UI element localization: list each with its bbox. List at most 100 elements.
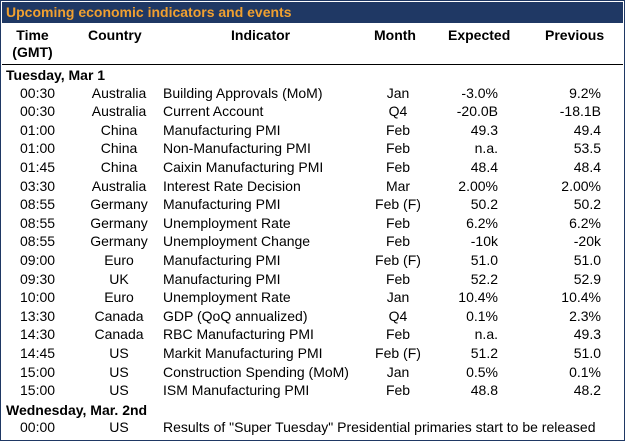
expected-cell: -20.0B — [456, 103, 498, 120]
table-row: 13:30 Canada GDP (QoQ annualized) Q4 0.1% 2.3… — [2, 307, 623, 326]
month-cell: Feb — [385, 382, 411, 399]
indicator-cell: Construction Spending (MoM) — [163, 363, 349, 380]
previous-cell: 48.2 — [573, 382, 601, 399]
time-cell: 15:00 — [20, 382, 56, 399]
header-country: Country — [88, 27, 142, 43]
month-cell: Jan — [386, 84, 410, 101]
country-cell: Canada — [94, 307, 144, 324]
time-cell: 13:30 — [20, 307, 56, 324]
time-cell: 09:30 — [20, 270, 56, 287]
month-cell: Feb (F) — [375, 345, 421, 361]
month-cell: Jan — [386, 363, 410, 380]
table-row: 00:30 Australia Building Approvals (MoM) Ja… — [2, 84, 623, 103]
expected-cell: -10k — [470, 233, 498, 250]
time-cell: 08:55 — [20, 233, 56, 250]
indicator-cell: Manufacturing PMI — [163, 121, 281, 138]
month-cell: Jan — [386, 289, 410, 306]
time-cell: 01:00 — [20, 121, 56, 138]
table-row: 14:45 US Markit Manufacturing PMI Feb (F) 51… — [2, 344, 623, 363]
month-cell: Feb — [385, 326, 411, 343]
table-row: 14:30 Canada RBC Manufacturing PMI Feb n.a. 4… — [2, 325, 623, 344]
month-cell: Feb — [385, 159, 411, 175]
previous-cell: -20k — [573, 233, 601, 250]
table-row: 15:00 US ISM Manufacturing PMI Feb 48.8 48.2 — [2, 381, 623, 400]
indicator-cell: Non-Manufacturing PMI — [163, 140, 311, 157]
time-cell: 09:00 — [20, 252, 56, 268]
note-cell: Results of "Super Tuesday" Presidential … — [163, 419, 596, 436]
month-cell: Feb — [385, 214, 411, 231]
country-cell: Germany — [90, 196, 148, 213]
table-row: 08:55 Germany Unemployment Rate Feb 6.2% 6.2% — [2, 214, 623, 233]
expected-cell: 0.1% — [466, 307, 498, 324]
indicator-cell: Interest Rate Decision — [163, 177, 301, 194]
expected-cell: 2.00% — [458, 177, 498, 194]
expected-cell: 51.2 — [470, 345, 498, 361]
month-cell: Feb — [385, 121, 411, 138]
previous-cell: 52.9 — [573, 270, 601, 287]
table-row: 00:30 Australia Current Account Q4 -20.0B -18… — [2, 102, 623, 121]
country-cell: US — [109, 363, 129, 380]
country-cell: Germany — [90, 233, 148, 250]
month-cell: Feb (F) — [375, 196, 421, 213]
previous-cell: 51.0 — [573, 252, 601, 268]
previous-cell: 9.2% — [569, 84, 601, 101]
country-cell: US — [109, 345, 129, 361]
table-title: Upcoming economic indicators and events — [2, 2, 623, 23]
indicator-cell: Unemployment Rate — [163, 289, 291, 306]
header-divider — [2, 64, 623, 65]
time-cell: 14:30 — [20, 326, 56, 343]
expected-cell: 48.8 — [470, 382, 498, 399]
time-cell: 00:00 — [20, 419, 56, 436]
previous-cell: 49.3 — [573, 326, 601, 343]
month-cell: Q4 — [388, 307, 408, 324]
country-cell: US — [109, 419, 129, 436]
previous-cell: 0.1% — [569, 363, 601, 380]
previous-cell: 51.0 — [573, 345, 601, 361]
table-row: 03:30 Australia Interest Rate Decision Mar 2… — [2, 177, 623, 196]
table-row: 01:00 China Manufacturing PMI Feb 49.3 49.4 — [2, 121, 623, 140]
month-cell: Mar — [385, 177, 411, 194]
country-cell: UK — [109, 270, 129, 287]
previous-cell: 53.5 — [573, 140, 601, 157]
expected-cell: 51.0 — [470, 252, 498, 268]
time-cell: 00:30 — [20, 103, 56, 120]
indicator-cell: Manufacturing PMI — [163, 270, 281, 287]
country-cell: Australia — [91, 84, 147, 101]
header-time-line2: (GMT) — [12, 44, 53, 60]
expected-cell: 52.2 — [470, 270, 498, 287]
expected-cell: -3.0% — [461, 84, 498, 101]
header-month: Month — [374, 27, 416, 43]
expected-cell: 10.4% — [458, 289, 498, 306]
time-cell: 01:00 — [20, 140, 56, 157]
time-cell: 00:30 — [20, 84, 56, 101]
time-cell: 01:45 — [20, 159, 56, 175]
time-cell: 14:45 — [20, 345, 56, 361]
month-cell: Feb — [385, 233, 411, 250]
table-row: 15:00 US Construction Spending (MoM) Jan 0.5… — [2, 363, 623, 382]
indicator-cell: ISM Manufacturing PMI — [163, 382, 310, 399]
indicator-cell: Unemployment Rate — [163, 214, 291, 231]
previous-cell: 2.00% — [561, 177, 601, 194]
table-row: 01:45 China Caixin Manufacturing PMI Feb 48.… — [2, 158, 623, 177]
table-row: 08:55 Germany Unemployment Change Feb -10k -2… — [2, 232, 623, 251]
indicator-cell: GDP (QoQ annualized) — [163, 307, 308, 324]
previous-cell: 6.2% — [569, 214, 601, 231]
country-cell: China — [100, 121, 138, 138]
header-expected: Expected — [448, 27, 511, 43]
header-time: Time (GMT) — [10, 27, 55, 61]
indicator-cell: Markit Manufacturing PMI — [163, 345, 323, 361]
time-cell: 03:30 — [20, 177, 56, 194]
table-row: 00:00 US Results of "Super Tuesday" Presid… — [2, 418, 623, 437]
time-cell: 10:00 — [20, 289, 56, 306]
country-cell: Australia — [91, 177, 147, 194]
previous-cell: 48.4 — [573, 159, 601, 175]
previous-cell: 50.2 — [573, 196, 601, 213]
month-cell: Feb (F) — [375, 252, 421, 268]
indicator-cell: RBC Manufacturing PMI — [163, 326, 314, 343]
previous-cell: 2.3% — [569, 307, 601, 324]
time-cell: 15:00 — [20, 363, 56, 380]
expected-cell: 50.2 — [470, 196, 498, 213]
time-cell: 08:55 — [20, 196, 56, 213]
month-cell: Q4 — [388, 103, 408, 120]
expected-cell: 48.4 — [470, 159, 498, 175]
